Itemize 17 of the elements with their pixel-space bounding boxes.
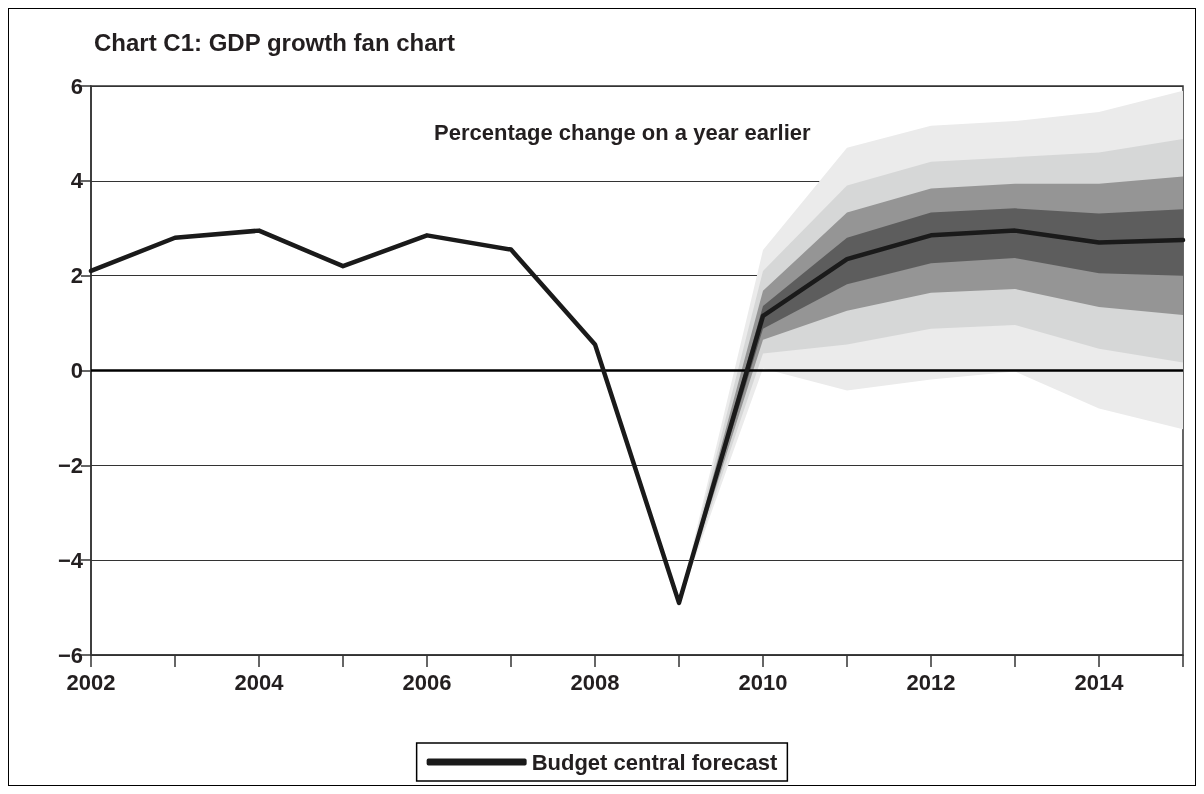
y-tick-label: −6 [57, 642, 83, 668]
y-tick-label: −4 [57, 547, 84, 573]
x-tick-label: 2012 [906, 669, 956, 695]
x-tick-label: 2008 [570, 669, 620, 695]
annotation: Percentage change on a year earlier [434, 119, 812, 145]
y-tick-label: 0 [70, 358, 83, 383]
x-tick-label: 2014 [1074, 669, 1125, 695]
x-tick-label: 2002 [66, 669, 116, 695]
legend-label: Budget central forecast [531, 749, 779, 775]
x-tick-label: 2004 [234, 669, 285, 695]
y-tick-label: 2 [70, 263, 83, 289]
x-tick-label: 2006 [402, 669, 452, 695]
y-tick-label: −2 [57, 452, 83, 478]
chart-title: Chart C1: GDP growth fan chart [94, 28, 455, 56]
y-tick-label: 4 [70, 168, 84, 194]
x-tick-label: 2010 [738, 669, 788, 695]
y-tick-label: 6 [70, 73, 83, 99]
